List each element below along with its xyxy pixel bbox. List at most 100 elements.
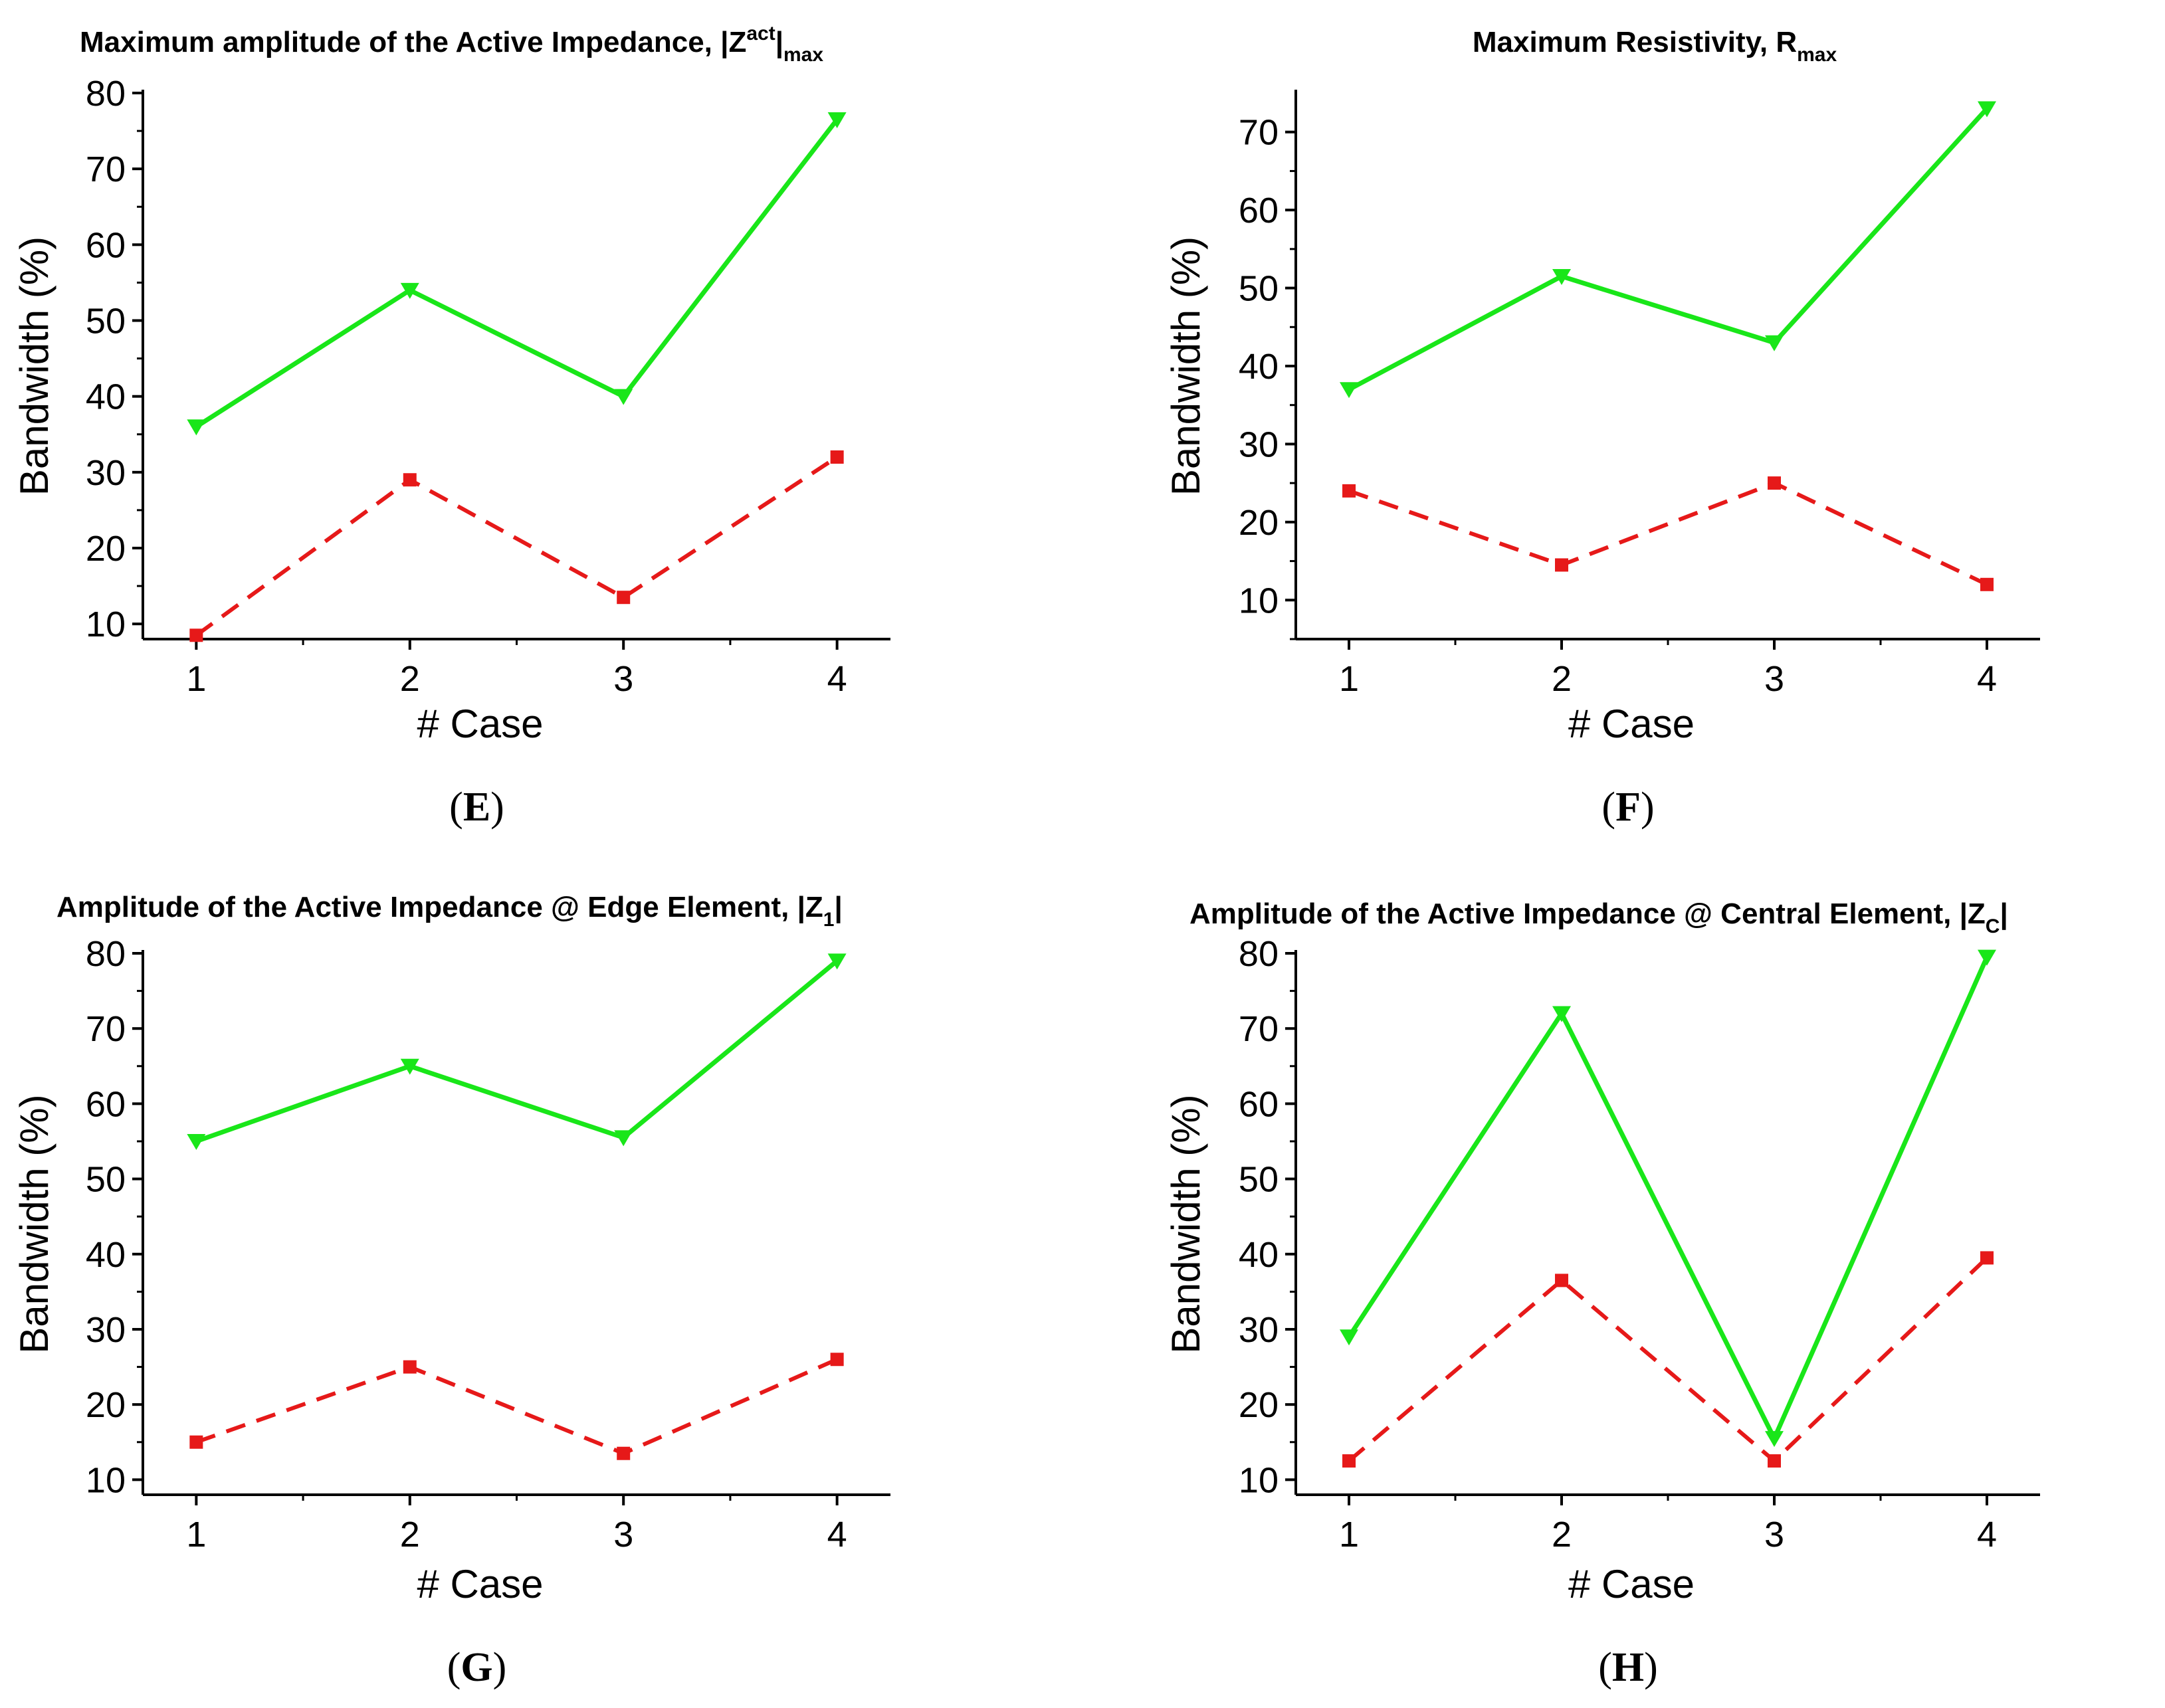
data-point-red <box>1555 558 1568 572</box>
data-point-green <box>827 953 847 970</box>
chart-title-sub: 1 <box>823 909 835 931</box>
x-tick-label: 4 <box>1977 659 1997 699</box>
series-line-red <box>1348 480 1988 587</box>
x-tick-label: 1 <box>186 659 206 699</box>
series-line-green <box>195 959 839 1144</box>
data-point-green <box>187 419 206 436</box>
data-point-green <box>1340 1329 1358 1346</box>
x-axis-label: # Case <box>1568 702 1695 746</box>
panel-caption-letter: G <box>461 1645 492 1690</box>
y-tick-label: 70 <box>1239 113 1279 153</box>
y-tick-label: 50 <box>1239 269 1279 309</box>
panel-caption: (G) <box>447 1645 507 1690</box>
y-tick-label: 70 <box>1239 1009 1279 1049</box>
panel-caption: (E) <box>449 785 504 830</box>
panel-caption-close: ) <box>493 1645 507 1690</box>
x-tick-label: 1 <box>1339 659 1359 699</box>
panel-caption-close: ) <box>490 785 504 830</box>
data-point-green <box>1552 1006 1571 1022</box>
y-tick-label: 10 <box>86 1460 126 1500</box>
chart-title-post: | <box>834 891 842 924</box>
data-point-green <box>1765 335 1784 351</box>
y-tick-label: 70 <box>86 1009 126 1049</box>
panel-caption-close: ) <box>1641 785 1655 830</box>
y-tick-label: 30 <box>86 453 126 493</box>
y-tick-label: 40 <box>1239 347 1279 387</box>
x-tick-label: 1 <box>1339 1515 1359 1555</box>
x-tick-label: 3 <box>613 659 633 699</box>
y-tick-label: 40 <box>86 1235 126 1275</box>
y-tick-label: 20 <box>1239 1385 1279 1425</box>
chart-title-main: Maximum amplitude of the Active Impedanc… <box>80 26 746 59</box>
data-point-red <box>403 473 417 487</box>
x-tick-label: 4 <box>1977 1515 1997 1555</box>
panel-caption-letter: E <box>463 785 490 830</box>
series-line-green <box>1348 107 1989 392</box>
series-line-red <box>195 1357 838 1456</box>
data-point-red <box>1768 1454 1781 1468</box>
data-point-green <box>400 1058 419 1075</box>
data-point-green <box>614 389 633 405</box>
data-point-green <box>1340 382 1358 399</box>
data-point-red <box>830 1353 844 1367</box>
data-point-red <box>830 450 844 464</box>
y-tick-label: 50 <box>86 302 126 341</box>
x-tick-label: 2 <box>1552 1515 1572 1555</box>
chart-panel-F: Maximum Resistivity, Rmax 10 20 30 40 50 60 70 1… <box>1164 26 2040 830</box>
data-point-red <box>1980 577 1994 591</box>
x-axis-label: # Case <box>417 1562 543 1606</box>
data-point-green <box>614 1130 633 1147</box>
panel-caption-open: ( <box>1601 785 1615 830</box>
chart-title: Amplitude of the Active Impedance @ Edge… <box>56 891 843 931</box>
y-tick-label: 70 <box>86 149 126 189</box>
y-tick-label: 30 <box>86 1310 126 1350</box>
data-point-red <box>1555 1274 1568 1287</box>
panel-caption-close: ) <box>1644 1645 1658 1690</box>
chart-title-sub: C <box>1986 915 2000 937</box>
panel-caption-letter: H <box>1612 1645 1644 1690</box>
panel-caption: (H) <box>1598 1645 1658 1690</box>
data-point-green <box>1978 949 1996 966</box>
y-tick-label: 20 <box>86 529 126 569</box>
data-point-red <box>1980 1251 1994 1265</box>
y-tick-label: 50 <box>1239 1160 1279 1200</box>
series-line-red <box>1348 1256 1989 1464</box>
series-line-green <box>195 118 839 429</box>
y-tick-label: 60 <box>86 1084 126 1124</box>
chart-title: Amplitude of the Active Impedance @ Cent… <box>1189 898 2008 937</box>
y-tick-label: 60 <box>1239 1084 1279 1124</box>
x-axis-label: # Case <box>1568 1562 1695 1606</box>
data-point-red <box>189 628 203 642</box>
x-tick-label: 4 <box>827 659 847 699</box>
data-point-red <box>1342 484 1356 498</box>
chart-title-post: | <box>775 26 783 59</box>
panel-caption-letter: F <box>1615 785 1641 830</box>
x-tick-label: 4 <box>827 1515 847 1555</box>
series-line-red <box>195 455 839 637</box>
chart-title-sub: max <box>783 44 823 66</box>
x-tick-label: 3 <box>1764 659 1784 699</box>
x-tick-label: 2 <box>400 659 420 699</box>
chart-title-sub: max <box>1797 44 1837 66</box>
data-point-green <box>1978 101 1996 118</box>
data-point-green <box>187 1133 206 1150</box>
chart-panel-G: Amplitude of the Active Impedance @ Edge… <box>12 891 890 1690</box>
chart-panel-H: Amplitude of the Active Impedance @ Cent… <box>1164 898 2040 1690</box>
panel-caption: (F) <box>1601 785 1654 830</box>
x-axis-label: # Case <box>417 702 543 746</box>
y-tick-label: 80 <box>86 74 126 114</box>
x-tick-label: 2 <box>400 1515 420 1555</box>
y-tick-label: 60 <box>86 225 126 265</box>
data-point-red <box>617 591 631 605</box>
series-line-green <box>1347 956 1990 1444</box>
y-tick-label: 10 <box>1239 581 1279 620</box>
data-point-red <box>1342 1454 1356 1468</box>
y-tick-label: 10 <box>1239 1460 1279 1500</box>
data-point-red <box>403 1360 417 1374</box>
y-tick-label: 60 <box>1239 191 1279 231</box>
panel-caption-open: ( <box>1598 1645 1612 1690</box>
y-tick-label: 20 <box>1239 503 1279 543</box>
y-tick-label: 50 <box>86 1160 126 1200</box>
chart-title: Maximum Resistivity, Rmax <box>1473 26 1837 66</box>
